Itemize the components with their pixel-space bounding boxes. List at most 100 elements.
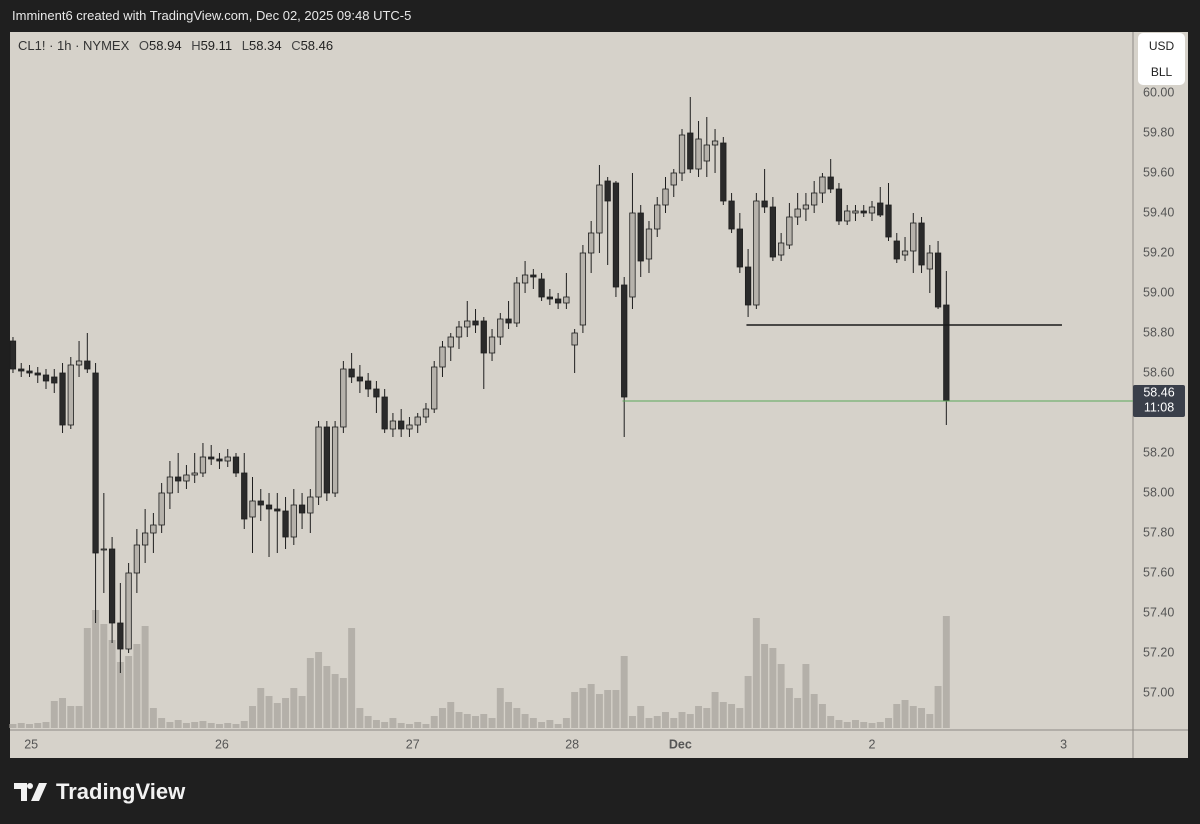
- x-tick-label: 25: [24, 737, 38, 751]
- volume-bar: [306, 658, 314, 728]
- y-tick-label: 58.00: [1143, 485, 1174, 499]
- x-tick-label: 3: [1060, 737, 1067, 751]
- legend-label: L: [241, 38, 250, 53]
- candle-body: [125, 572, 132, 650]
- candle-body: [307, 496, 314, 514]
- last-price-tag: [1133, 385, 1185, 417]
- volume-bar: [893, 704, 901, 728]
- y-tick-label: 59.40: [1143, 205, 1174, 219]
- volume-bar: [595, 694, 603, 728]
- volume-bar: [372, 720, 380, 728]
- currency[interactable]: USD: [1148, 39, 1175, 53]
- volume-bar: [818, 704, 826, 728]
- volume-bar: [356, 708, 364, 728]
- candle-body: [769, 206, 776, 258]
- volume-bar: [381, 722, 389, 728]
- volume-bar: [339, 678, 347, 728]
- candle-body: [265, 504, 273, 510]
- volume-bar: [75, 706, 83, 728]
- volume-bar: [488, 718, 496, 728]
- volume-bar: [703, 708, 711, 728]
- candle-body: [142, 532, 149, 546]
- volume-bar: [273, 703, 281, 728]
- candle-body: [439, 346, 446, 368]
- volume-bar: [166, 722, 174, 728]
- candle-body: [216, 458, 223, 462]
- volume-bar: [538, 722, 546, 728]
- volume-bar: [282, 698, 290, 728]
- candle-body: [645, 228, 653, 260]
- candle-body: [365, 380, 372, 390]
- volume-bar: [191, 722, 199, 728]
- candle-body: [406, 424, 413, 430]
- candle-body: [224, 456, 231, 462]
- candle-body: [208, 456, 215, 460]
- candle-body: [901, 250, 909, 256]
- header: Imminent6 created with TradingView.com, …: [12, 8, 412, 23]
- volume-bar: [513, 708, 521, 728]
- volume-bar: [628, 716, 636, 728]
- candle-body: [794, 208, 801, 218]
- volume-bar: [9, 724, 17, 728]
- candle-body: [934, 252, 942, 308]
- candle-body: [819, 176, 826, 194]
- volume-bar: [802, 664, 810, 728]
- volume-bar: [108, 640, 116, 728]
- volume-bar: [653, 716, 661, 728]
- unit-selector[interactable]: USD BLL: [1138, 33, 1185, 85]
- volume-bar: [785, 688, 793, 728]
- unit[interactable]: BLL: [1150, 65, 1173, 79]
- candle-body: [323, 426, 330, 494]
- candle-body: [852, 210, 859, 214]
- volume-bar: [777, 664, 785, 728]
- candle-body: [232, 456, 240, 474]
- y-tick-label: 59.80: [1143, 125, 1174, 139]
- y-tick-label: 57.80: [1143, 525, 1174, 539]
- candle-body: [447, 336, 454, 348]
- countdown-label: 11:08: [1144, 400, 1174, 414]
- volume-bar: [719, 702, 727, 728]
- volume-bar: [554, 724, 562, 728]
- volume-bar: [678, 712, 686, 728]
- x-tick-label: 26: [215, 737, 229, 751]
- volume-bar: [364, 716, 372, 728]
- candle-body: [736, 228, 743, 268]
- candle-body: [943, 304, 950, 402]
- candle-body: [315, 426, 322, 498]
- legend-value: 59.11: [200, 38, 233, 53]
- volume-bar: [868, 723, 876, 728]
- volume-bar: [571, 692, 579, 728]
- volume-bar: [637, 706, 645, 728]
- candle-body: [695, 138, 702, 170]
- x-tick-label: Dec: [669, 737, 692, 751]
- candle-body: [331, 426, 339, 494]
- volume-bar: [579, 688, 587, 728]
- volume-bar: [116, 662, 124, 728]
- candle-body: [158, 492, 165, 526]
- volume-bar: [455, 712, 463, 728]
- candle-body: [175, 476, 182, 482]
- candle-body: [133, 544, 140, 574]
- candle-body: [637, 212, 644, 262]
- candle-body: [761, 200, 768, 208]
- ohlc-legend: CL1! · 1h · NYMEX O58.94 H59.11 L58.34 C…: [18, 38, 333, 53]
- volume-bar: [439, 708, 446, 728]
- candle-body: [546, 296, 553, 300]
- volume-bar: [182, 723, 190, 728]
- candle-body: [629, 212, 636, 298]
- candle-body: [662, 188, 669, 206]
- candle-body: [75, 360, 83, 366]
- volume-bar: [298, 696, 306, 728]
- legend-value: 58.46: [300, 38, 334, 53]
- candle-body: [513, 282, 520, 324]
- candle-body: [893, 240, 900, 260]
- volume-bar: [133, 644, 141, 728]
- candle-body: [728, 200, 735, 230]
- candle-body: [414, 416, 421, 426]
- candle-body: [786, 216, 793, 246]
- candle-body: [885, 204, 892, 238]
- volume-bar: [100, 624, 108, 728]
- candle-body: [67, 364, 74, 426]
- volume-bar: [199, 721, 207, 728]
- volume-bar: [810, 694, 818, 728]
